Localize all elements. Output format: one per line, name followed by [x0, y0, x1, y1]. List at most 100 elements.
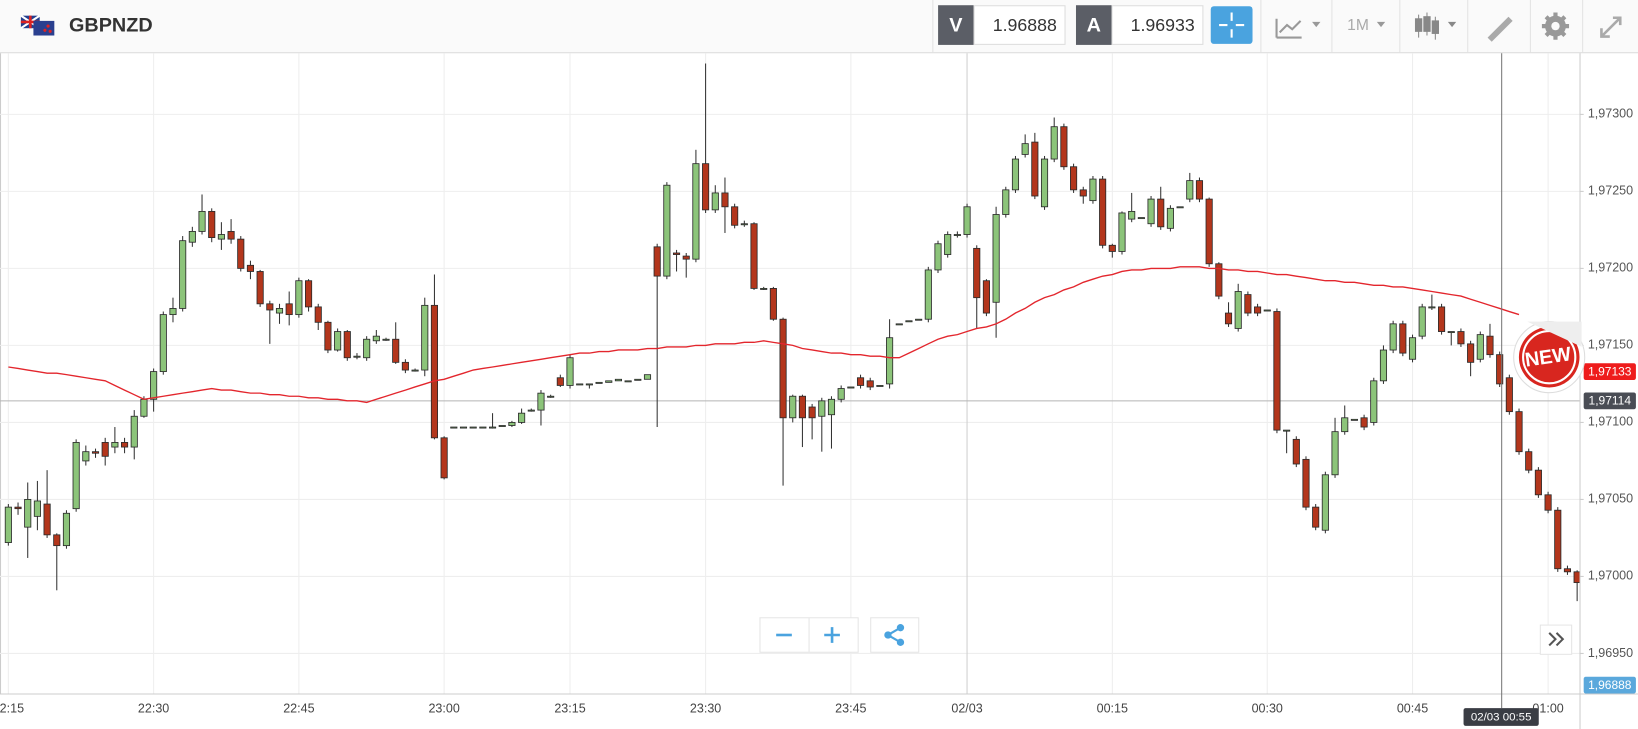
candle-body [731, 206, 739, 226]
candle-body [643, 374, 652, 380]
candle-body [285, 303, 293, 316]
draw-button[interactable] [1487, 16, 1513, 42]
x-tick-label: 00:45 [1397, 701, 1428, 715]
candle-body [1002, 189, 1010, 215]
candle-body [440, 437, 448, 479]
scroll-end-box [1539, 624, 1573, 655]
candle-body [1224, 312, 1233, 325]
candle-body [1244, 294, 1252, 314]
candle-body [1389, 323, 1397, 351]
scroll-end-button[interactable] [1548, 632, 1565, 647]
candle-body [1399, 323, 1407, 354]
candle-body [169, 308, 177, 316]
price-tag [1583, 363, 1636, 380]
x-tick-label: 23:30 [690, 701, 721, 715]
candle-body [760, 288, 768, 290]
candle-body [576, 383, 584, 386]
candle-body [711, 192, 719, 211]
candle-body [1350, 418, 1358, 421]
candle-body [653, 246, 661, 277]
y-tick-label: 1,97100 [1588, 415, 1633, 429]
candle-body [1302, 458, 1310, 508]
candle-body [1108, 244, 1116, 252]
candle-body [1040, 158, 1049, 208]
buy-button[interactable] [1075, 5, 1112, 45]
candle-body [488, 426, 497, 429]
candle-body [605, 380, 613, 383]
candle-body [1283, 429, 1291, 432]
candle-body [973, 247, 981, 299]
candle-body [111, 442, 119, 448]
y-tick-label: 1,96950 [1588, 646, 1633, 660]
y-tick-label: 1,97300 [1588, 107, 1633, 121]
candle-body [895, 323, 903, 326]
candle-body [1070, 166, 1078, 191]
sell-label: V [949, 14, 963, 36]
candle-body [963, 206, 971, 235]
candle-body [779, 318, 787, 419]
candle-body [314, 306, 322, 323]
price-tag-label: 1,97133 [1588, 364, 1632, 378]
candle-body [392, 338, 400, 363]
candle-body [953, 234, 961, 236]
candle-body [1176, 206, 1184, 209]
axes: 1,96950 1,97000 1,97050 1,97100 1,97150 1,972… [0, 107, 1636, 715]
candle-body [992, 214, 1000, 303]
candle-body [556, 377, 564, 386]
buy-price: 1.96933 [1131, 15, 1195, 35]
fullscreen-button[interactable] [1600, 16, 1622, 38]
zoom-in[interactable] [824, 627, 840, 643]
settings-button[interactable] [1541, 12, 1570, 40]
sell-price-box[interactable] [973, 5, 1066, 45]
candle-body [1292, 438, 1300, 465]
grid [0, 53, 1580, 694]
buy-price-box[interactable] [1111, 5, 1204, 45]
candle-body [876, 385, 884, 387]
candle-body [624, 380, 632, 383]
candle-body [537, 392, 545, 411]
candle-body [1341, 417, 1349, 433]
candle-body [324, 321, 332, 351]
candle-body [1554, 509, 1562, 570]
candle-body [1099, 178, 1107, 246]
candle-body [1089, 178, 1097, 202]
candle-body [1186, 180, 1194, 200]
candle-body [1263, 309, 1271, 312]
candle-body [1137, 217, 1145, 220]
candle-body [430, 304, 438, 439]
candle-body [1525, 451, 1533, 471]
candle-body [72, 442, 80, 510]
flag [20, 14, 55, 36]
candle-body [672, 252, 681, 255]
candle-body [702, 163, 710, 211]
candle-body [1534, 469, 1542, 496]
timeframe[interactable]: 1M [1347, 17, 1369, 34]
candle-body [982, 280, 990, 314]
new-badge[interactable]: NEW [1513, 321, 1586, 394]
crosshair-time: 02/03 00:55 [1471, 712, 1532, 724]
sell-price: 1.96888 [993, 15, 1057, 35]
candle-body [866, 380, 874, 388]
candle-body [595, 381, 603, 384]
candle-body [101, 442, 109, 457]
candle-body [1166, 207, 1174, 229]
candle-body [33, 500, 41, 517]
chart-type-button[interactable] [1414, 12, 1457, 40]
separators [1260, 0, 1584, 53]
share-button[interactable] [884, 624, 905, 646]
candle-body [1215, 263, 1223, 297]
candle-body [1447, 331, 1455, 334]
candle-body [1486, 335, 1494, 356]
sell-button[interactable] [938, 5, 974, 45]
candle-body [740, 223, 748, 226]
indicator-button[interactable] [1275, 18, 1321, 39]
crosshair-button[interactable] [1210, 6, 1253, 44]
candle-body [188, 231, 196, 243]
candle-body [246, 264, 255, 272]
candle-body [1128, 210, 1136, 220]
candle-body [1331, 431, 1339, 476]
candle-body [1060, 126, 1068, 168]
candle-body [856, 377, 865, 386]
